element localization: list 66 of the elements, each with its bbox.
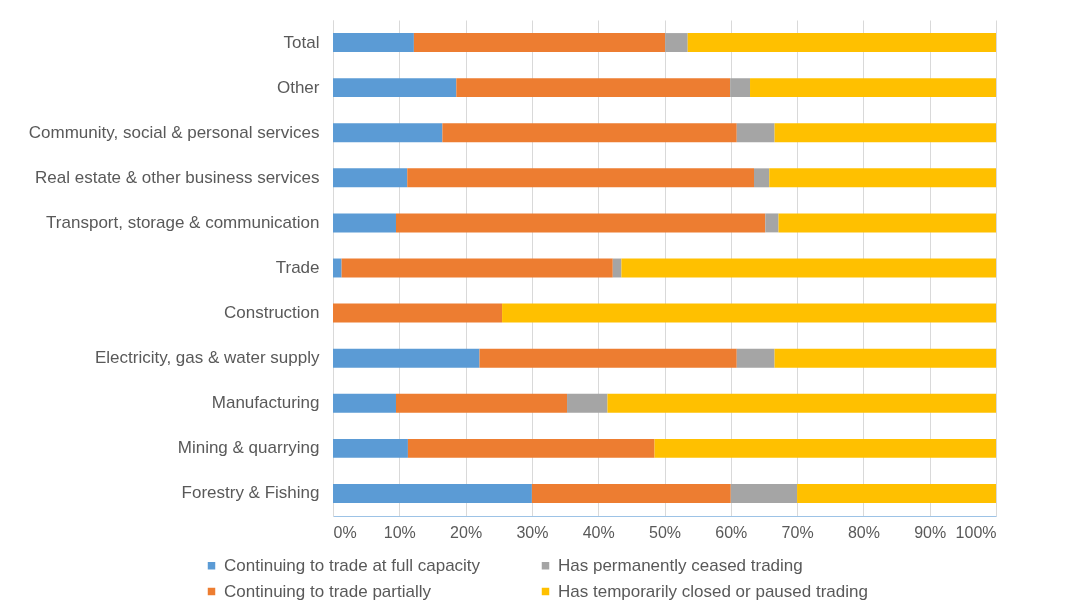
y-tick-label: Other [276, 77, 320, 97]
legend-label: Has permanently ceased trading [558, 555, 803, 575]
bar [736, 123, 775, 143]
bar [765, 213, 779, 233]
y-tick-label: Community, social & personal services [28, 122, 320, 142]
bar [621, 258, 996, 278]
y-tick-label: Real estate & other business services [35, 167, 320, 187]
y-tick-label: Electricity, gas & water supply [94, 348, 320, 368]
bar [333, 78, 457, 98]
bar [333, 258, 342, 278]
bar [774, 123, 996, 143]
x-tick-label: 90% [914, 523, 947, 541]
x-tick-label: 20% [450, 523, 483, 541]
bar [341, 258, 613, 278]
x-tick-label: 30% [516, 523, 549, 541]
y-tick-label: Manufacturing [211, 393, 320, 413]
bar [750, 78, 996, 98]
x-tick-label: 40% [582, 523, 615, 541]
x-tick-label: 0% [333, 523, 357, 541]
bar [407, 168, 755, 188]
bar [567, 393, 608, 413]
bar [654, 438, 996, 458]
x-tick-label: 60% [715, 523, 748, 541]
bar [687, 33, 996, 53]
y-tick-label: Mining & quarrying [177, 438, 320, 458]
bar [456, 78, 731, 98]
bar [333, 303, 503, 323]
bar [333, 348, 480, 368]
bar [333, 123, 443, 143]
bar [333, 33, 414, 53]
y-tick-label: Total [283, 32, 320, 52]
y-tick-label: Trade [275, 258, 320, 277]
bar [730, 78, 751, 98]
x-tick-label: 10% [383, 523, 416, 541]
bar [665, 33, 688, 53]
bar [479, 348, 737, 368]
bar [769, 168, 996, 188]
bar [442, 123, 737, 143]
bar [333, 438, 408, 458]
y-tick-label: Construction [224, 303, 320, 323]
bar [531, 483, 731, 503]
bar [774, 348, 996, 368]
x-tick-label: 50% [648, 523, 682, 541]
legend-label: Continuing to trade at full capacity [224, 555, 481, 575]
x-tick-label: 80% [847, 523, 880, 541]
bar [502, 303, 996, 323]
bar [730, 483, 798, 503]
bar [607, 393, 996, 413]
y-tick-label: Transport, storage & communication [46, 212, 320, 232]
bar [333, 213, 396, 233]
x-tick-label: 100% [955, 523, 997, 541]
bar [797, 483, 996, 503]
legend-label: Has temporarily closed or paused trading [558, 581, 868, 601]
bar [413, 33, 666, 53]
bar [754, 168, 770, 188]
bar [407, 438, 655, 458]
bar [333, 483, 532, 503]
bar [333, 393, 396, 413]
bar [333, 168, 408, 188]
legend-label: Continuing to trade partially [224, 581, 432, 601]
bar [736, 348, 775, 368]
x-tick-label: 70% [781, 523, 814, 541]
bar [395, 213, 766, 233]
bar [778, 213, 996, 233]
bar [395, 393, 568, 413]
y-tick-label: Forestry & Fishing [181, 483, 320, 503]
